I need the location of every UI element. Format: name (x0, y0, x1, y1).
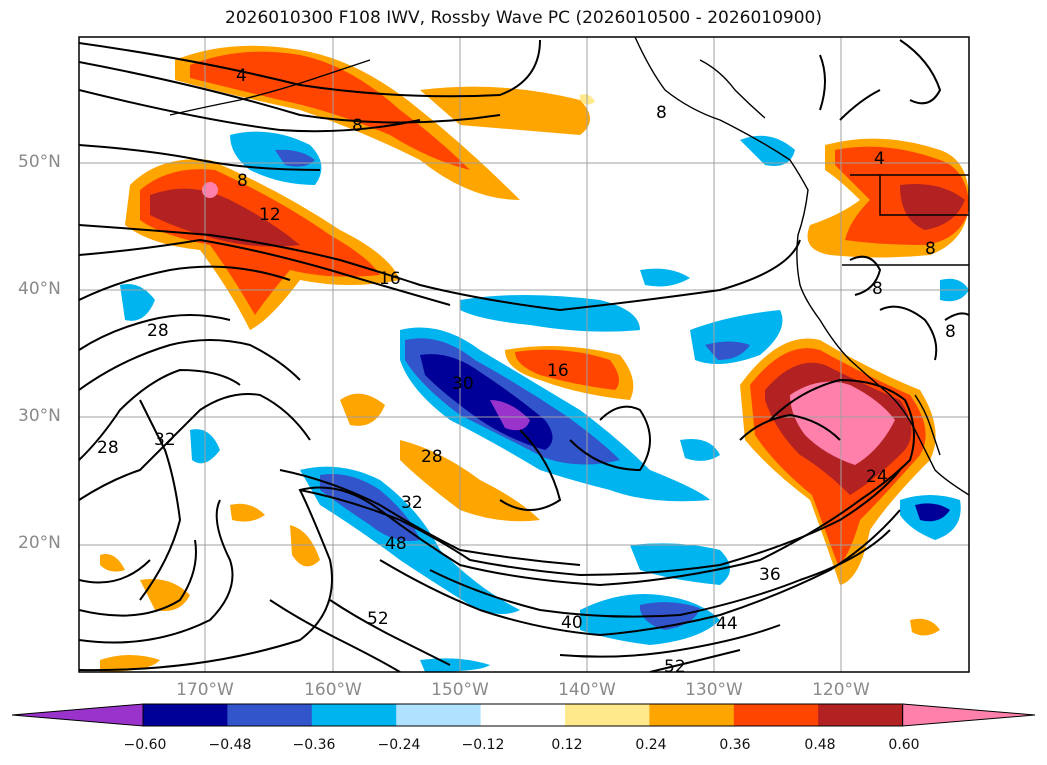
anomaly-positive-pnw (807, 138, 969, 258)
contour-label: 30 (452, 374, 474, 394)
contour-label: 12 (259, 205, 281, 225)
contour-label: 36 (759, 565, 781, 585)
coastline (169, 37, 969, 496)
colorbar-tick: 0.48 (804, 737, 836, 753)
contour-label: 4 (236, 66, 247, 86)
lon-label: 170°W (176, 680, 234, 700)
colorbar-segment (311, 704, 397, 726)
contour-label: 32 (401, 493, 423, 513)
colorbar-tick: −0.36 (292, 737, 336, 753)
contour-label: 8 (925, 239, 936, 259)
contour-labels: 4 8 8 12 16 28 28 32 30 16 28 32 48 52 4… (97, 66, 956, 677)
colorbar-segment (227, 704, 313, 726)
lon-label: 150°W (431, 680, 489, 700)
colorbar-segment (143, 704, 228, 726)
lon-label: 140°W (558, 680, 616, 700)
contour-label: 8 (872, 279, 883, 299)
colorbar-segment (480, 704, 566, 726)
map-frame (78, 36, 970, 673)
colorbar-extend-right (902, 703, 1036, 727)
colorbar-tick: 0.36 (719, 737, 751, 753)
colorbar-tick: −0.12 (461, 737, 505, 753)
lat-label: 50°N (18, 152, 61, 172)
anomaly-negative-north (120, 131, 969, 540)
colorbar-tick: −0.24 (377, 737, 421, 753)
colorbar-tick: −0.48 (208, 737, 252, 753)
contour-label: 8 (352, 116, 363, 136)
colorbar-segment (649, 704, 735, 726)
contour-label: 4 (874, 149, 885, 169)
contour-label: 40 (561, 613, 583, 633)
contour-label: 16 (547, 361, 569, 381)
contour-label: 48 (385, 534, 407, 554)
iwv-contours (79, 39, 969, 672)
anomaly-negative-central (400, 327, 710, 502)
anomaly-positive-small (100, 94, 940, 672)
colorbar-extend-left (11, 703, 144, 727)
map-plot: 4 8 8 12 16 28 28 32 30 16 28 32 48 52 4… (78, 36, 970, 677)
contour-label: 8 (237, 171, 248, 191)
colorbar-tick: 0.24 (635, 737, 667, 753)
lat-label: 30°N (18, 406, 61, 426)
contour-label: 44 (716, 614, 738, 634)
anomaly-positive-aleutian (175, 45, 590, 200)
colorbar (11, 703, 1036, 727)
contour-label: 24 (866, 467, 888, 487)
colorbar-segment (565, 704, 650, 726)
anomaly-positive-central (340, 346, 634, 522)
colorbar-tick: 0.12 (551, 737, 583, 753)
contour-label: 32 (154, 430, 176, 450)
map-gridlines (79, 37, 969, 672)
contour-label: 8 (656, 103, 667, 123)
contour-label: 8 (945, 322, 956, 342)
lon-label: 160°W (304, 680, 362, 700)
map-title: 2026010300 F108 IWV, Rossby Wave PC (202… (225, 8, 822, 28)
contour-label: 28 (147, 321, 169, 341)
contour-label: 52 (367, 609, 389, 629)
colorbar-tick: 0.60 (888, 737, 920, 753)
colorbar-segment (396, 704, 482, 726)
colorbar-tick: −0.60 (123, 737, 167, 753)
contour-label: 28 (97, 438, 119, 458)
lon-label: 130°W (685, 680, 743, 700)
lat-label: 40°N (18, 279, 61, 299)
contour-label: 52 (664, 657, 686, 677)
contour-label: 28 (421, 447, 443, 467)
lat-label: 20°N (18, 533, 61, 553)
contour-label: 16 (379, 269, 401, 289)
colorbar-segment (733, 704, 819, 726)
colorbar-segment (818, 704, 904, 726)
colorbar-frame (142, 703, 904, 727)
lon-label: 120°W (812, 680, 870, 700)
